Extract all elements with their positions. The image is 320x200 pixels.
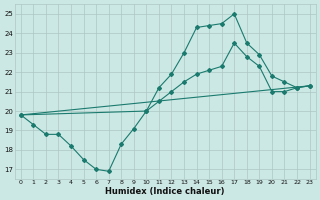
X-axis label: Humidex (Indice chaleur): Humidex (Indice chaleur) [106,187,225,196]
